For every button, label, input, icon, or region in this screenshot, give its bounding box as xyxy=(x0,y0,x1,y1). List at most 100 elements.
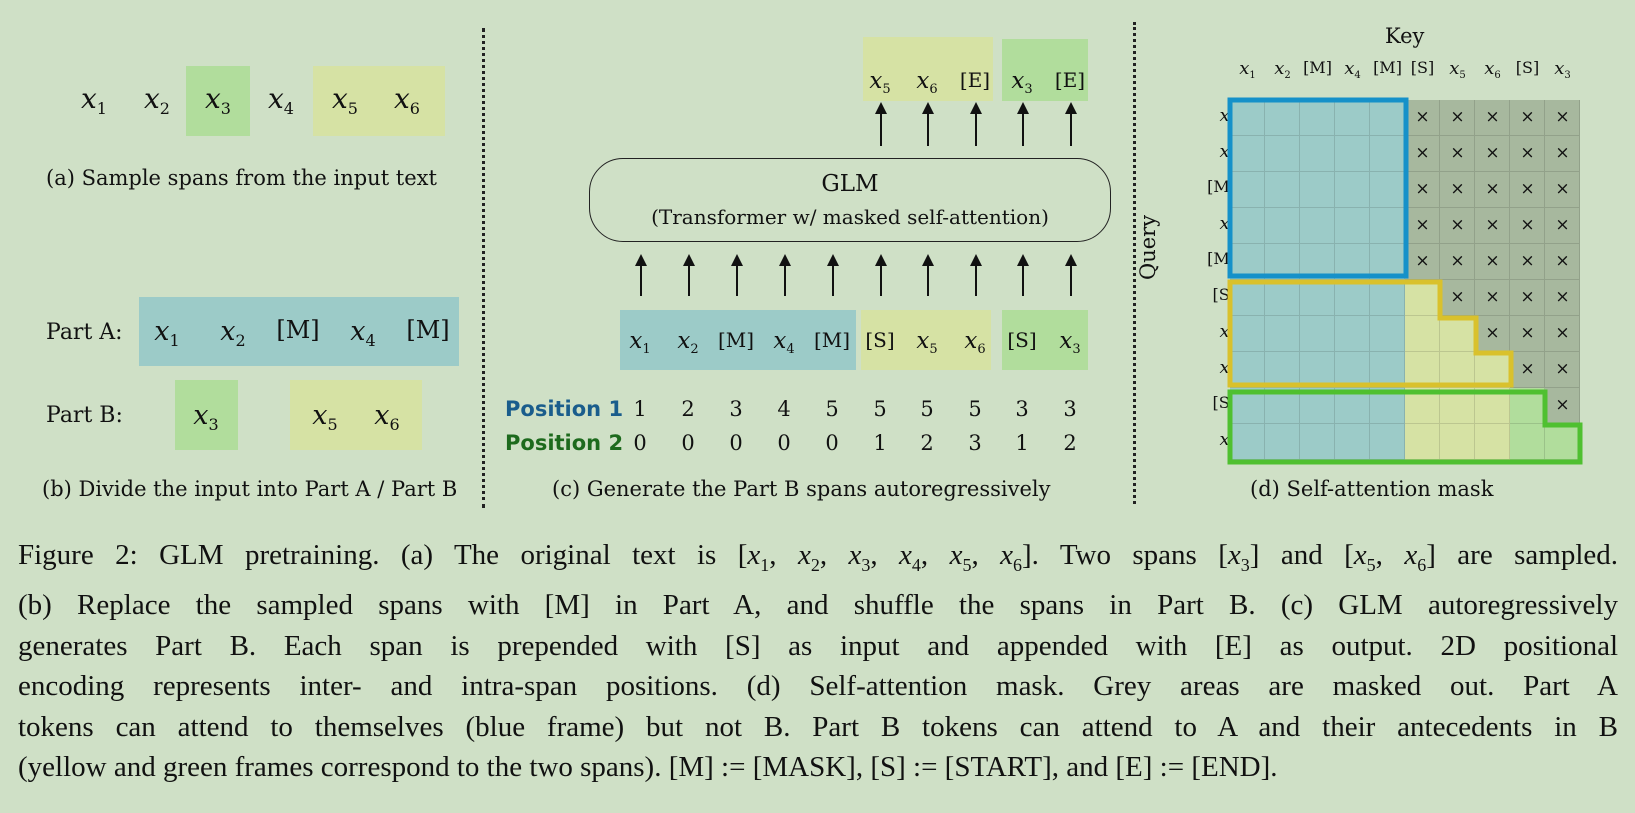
mask-cell xyxy=(1545,172,1580,208)
position2-value: 1 xyxy=(873,431,887,455)
mask-cell xyxy=(1440,136,1475,172)
input-span-green xyxy=(1002,310,1088,370)
mask-cell xyxy=(1510,280,1545,316)
input-part-a-box xyxy=(620,310,856,370)
position1-value: 3 xyxy=(1063,397,1077,421)
masked-x-icon: × xyxy=(1485,179,1500,199)
input-token: x5 xyxy=(916,328,938,357)
mask-cell xyxy=(1335,136,1370,172)
key-token: [M] xyxy=(1303,58,1332,77)
up-arrow xyxy=(731,254,743,296)
masked-x-icon: × xyxy=(1415,179,1430,199)
position2-value: 1 xyxy=(1015,431,1029,455)
separator-ab-c xyxy=(482,28,485,508)
token-x5: x5 xyxy=(332,82,358,118)
mask-cell xyxy=(1265,280,1300,316)
up-arrow xyxy=(922,102,934,146)
mask-cell xyxy=(1405,136,1440,172)
mask-cell xyxy=(1475,100,1510,136)
mask-cell xyxy=(1230,100,1265,136)
part-a-token: [M] xyxy=(276,316,320,344)
mask-cell xyxy=(1335,424,1370,460)
caption-line: encoding represents inter- and intra-spa… xyxy=(18,670,1618,703)
part-b-x3-box xyxy=(175,380,238,450)
up-arrow xyxy=(922,254,934,296)
blue-frame xyxy=(1227,97,1409,279)
position2-value: 0 xyxy=(825,431,839,455)
up-arrow xyxy=(827,254,839,296)
masked-x-icon: × xyxy=(1520,179,1535,199)
token-x4: x4 xyxy=(268,82,294,118)
up-arrow xyxy=(1065,254,1077,296)
up-arrow xyxy=(683,254,695,296)
input-token: [S] xyxy=(1007,328,1037,352)
masked-x-icon: × xyxy=(1450,107,1465,127)
part-a-label: Part A: xyxy=(46,320,123,345)
caption-b: (b) Divide the input into Part A / Part … xyxy=(42,477,458,501)
output-token: [E] xyxy=(1054,68,1086,92)
mask-cell xyxy=(1545,208,1580,244)
mask-cell xyxy=(1475,352,1510,388)
glm-title: GLM xyxy=(821,171,879,197)
mask-cell xyxy=(1405,352,1440,388)
mask-cell xyxy=(1370,136,1405,172)
masked-x-icon: × xyxy=(1415,251,1430,271)
position2-label: Position 2 xyxy=(505,431,624,455)
position2-value: 2 xyxy=(1063,431,1077,455)
position1-value: 5 xyxy=(968,397,982,421)
mask-cell xyxy=(1370,172,1405,208)
mask-cell xyxy=(1475,136,1510,172)
input-token: x1 xyxy=(629,328,651,357)
position1-value: 5 xyxy=(873,397,887,421)
masked-x-icon: × xyxy=(1415,215,1430,235)
mask-cell xyxy=(1545,316,1580,352)
position1-value: 1 xyxy=(633,397,647,421)
mask-cell xyxy=(1510,172,1545,208)
input-token: x6 xyxy=(964,328,986,357)
masked-x-icon: × xyxy=(1520,251,1535,271)
mask-cell xyxy=(1510,136,1545,172)
masked-x-icon: × xyxy=(1450,179,1465,199)
masked-x-icon: × xyxy=(1555,287,1570,307)
token-x1: x1 xyxy=(81,82,107,118)
masked-x-icon: × xyxy=(1520,359,1535,379)
caption-c: (c) Generate the Part B spans autoregres… xyxy=(552,477,1051,501)
mask-cell xyxy=(1510,208,1545,244)
token-x6: x6 xyxy=(394,82,420,118)
mask-cell xyxy=(1475,172,1510,208)
masked-x-icon: × xyxy=(1520,107,1535,127)
mask-cell xyxy=(1405,100,1440,136)
part-a-box xyxy=(139,297,459,366)
mask-cell xyxy=(1440,100,1475,136)
mask-cell xyxy=(1475,208,1510,244)
mask-cell xyxy=(1545,388,1580,424)
mask-cell xyxy=(1265,316,1300,352)
part-b-token: x3 xyxy=(193,400,219,434)
masked-x-icon: × xyxy=(1450,215,1465,235)
mask-cell xyxy=(1265,424,1300,460)
mask-cell xyxy=(1300,100,1335,136)
position1-value: 4 xyxy=(777,397,791,421)
caption-a: (a) Sample spans from the input text xyxy=(46,166,437,190)
caption-line: (b) Replace the sampled spans with [M] i… xyxy=(18,589,1618,622)
mask-cell xyxy=(1230,424,1265,460)
masked-x-icon: × xyxy=(1555,323,1570,343)
mask-cell xyxy=(1545,280,1580,316)
masked-x-icon: × xyxy=(1555,359,1570,379)
output-token: x6 xyxy=(916,68,938,97)
mask-cell xyxy=(1230,352,1265,388)
mask-cell xyxy=(1475,244,1510,280)
mask-cell xyxy=(1300,136,1335,172)
mask-cell xyxy=(1265,136,1300,172)
position1-value: 5 xyxy=(825,397,839,421)
input-token: x4 xyxy=(773,328,795,357)
separator-c-d xyxy=(1133,22,1136,504)
part-a-token: x1 xyxy=(154,316,180,350)
span-x5x6-highlight xyxy=(313,66,445,136)
mask-cell xyxy=(1440,424,1475,460)
up-arrow xyxy=(970,254,982,296)
mask-cell xyxy=(1475,424,1510,460)
mask-cell xyxy=(1230,172,1265,208)
part-b-token: x5 xyxy=(312,400,338,434)
